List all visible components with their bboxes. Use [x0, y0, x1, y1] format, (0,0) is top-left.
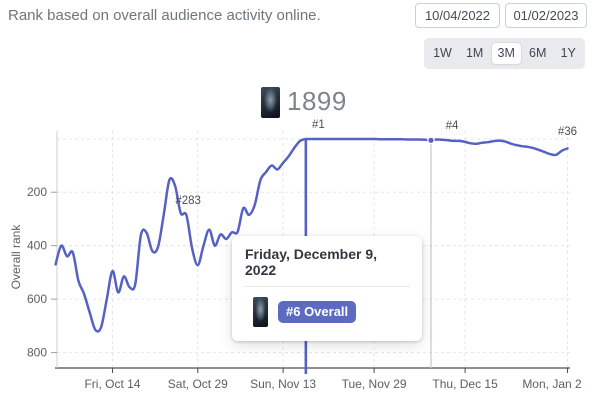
- date-from-input[interactable]: [415, 3, 500, 28]
- svg-text:#1: #1: [312, 119, 325, 131]
- range-button-6m[interactable]: 6M: [529, 46, 547, 61]
- svg-text:#4: #4: [446, 120, 459, 132]
- horizontal-gridlines: [57, 138, 570, 354]
- svg-text:Tue, Nov 29: Tue, Nov 29: [342, 377, 407, 391]
- tooltip-divider: [244, 286, 410, 287]
- tooltip-date: Friday, December 9, 2022: [245, 246, 378, 278]
- chart-axes: [51, 131, 570, 373]
- y-axis-title: Overall rank: [9, 224, 23, 290]
- range-button-1m[interactable]: 1M: [465, 46, 484, 61]
- range-button-1y[interactable]: 1Y: [560, 46, 576, 61]
- chart-tooltip: Friday, December 9, 2022 #6 Overall: [232, 236, 422, 341]
- svg-text:Sun, Nov 13: Sun, Nov 13: [250, 377, 316, 391]
- svg-text:Sat, Oct 29: Sat, Oct 29: [168, 377, 228, 391]
- rank-annotations: #1 #4 #36 #283: [175, 119, 577, 207]
- show-title: 1899: [287, 86, 347, 116]
- time-range-selector: 1W 1M 3M 6M 1Y: [424, 38, 585, 69]
- range-button-1w[interactable]: 1W: [433, 46, 452, 61]
- chart-description: Rank based on overall audience activity …: [8, 7, 321, 24]
- date-to-input[interactable]: [505, 3, 587, 28]
- svg-text:800: 800: [27, 346, 47, 360]
- rank-line-series: [54, 137, 569, 333]
- svg-text:400: 400: [27, 239, 47, 253]
- svg-text:Thu, Dec 15: Thu, Dec 15: [432, 377, 498, 391]
- svg-text:#283: #283: [175, 195, 201, 207]
- hover-point-marker[interactable]: [427, 136, 435, 145]
- range-button-3m-selected[interactable]: 3M: [491, 43, 521, 64]
- tooltip-rank-badge: #6 Overall: [278, 300, 357, 324]
- svg-text:#36: #36: [558, 126, 577, 138]
- svg-text:Fri, Oct 14: Fri, Oct 14: [84, 377, 140, 391]
- svg-text:200: 200: [27, 185, 47, 199]
- show-poster-thumbnail: [261, 87, 280, 118]
- axis-tick-labels: Fri, Oct 14 Sat, Oct 29 Sun, Nov 13 Tue, No…: [27, 185, 582, 391]
- svg-text:Mon, Jan 2: Mon, Jan 2: [522, 377, 582, 391]
- tooltip-poster-thumbnail: [253, 297, 268, 327]
- svg-text:600: 600: [27, 292, 47, 306]
